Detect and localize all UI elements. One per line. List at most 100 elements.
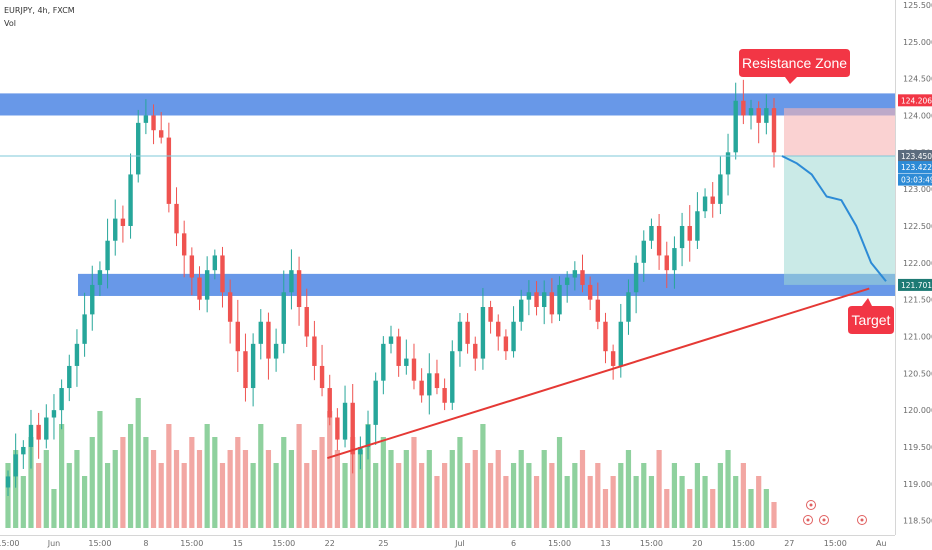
price-label: 121.701 (901, 281, 932, 290)
volume-bar (633, 476, 639, 528)
candle-body (319, 365, 325, 389)
candle-body (710, 196, 715, 204)
candle-body (519, 299, 524, 322)
candle-body (358, 446, 363, 455)
volume-bar (43, 450, 49, 528)
candle-body (113, 218, 118, 241)
candle-body (549, 292, 555, 315)
candle-body (557, 284, 562, 315)
volume-bar (503, 476, 509, 528)
candle-body (335, 417, 340, 440)
volume-bar (112, 450, 118, 528)
price-label-box (898, 94, 932, 107)
price-label: 123.450 (901, 152, 932, 161)
y-tick-label: 123.000 (903, 185, 932, 194)
candle-body (82, 314, 87, 344)
candle-body (741, 100, 746, 116)
x-tick-label: 15 (233, 539, 243, 548)
volume-bar (419, 463, 425, 528)
candle-body (488, 307, 493, 322)
candle-body (51, 410, 57, 418)
candle-body (21, 446, 26, 455)
candle-body (120, 218, 126, 226)
position-layer (784, 108, 895, 285)
volume-bar (127, 424, 134, 528)
volume-bar (158, 463, 164, 528)
volume-bar (687, 489, 693, 528)
price-label-box (898, 161, 932, 174)
volume-bar (173, 450, 180, 528)
candle-body (174, 203, 179, 234)
candle-body (587, 284, 593, 300)
volume-bar (595, 463, 601, 528)
candle-body (281, 292, 286, 344)
candle-body (702, 196, 708, 212)
volume-bar (625, 450, 632, 528)
volume-bar (656, 450, 662, 528)
candle-body (44, 417, 49, 440)
volume-bar (771, 502, 777, 528)
candle-body (656, 225, 662, 256)
volume-bar (457, 437, 463, 528)
volume-bar (572, 463, 578, 528)
resistance-callout-text: Resistance Zone (742, 55, 847, 71)
volume-bar (227, 450, 233, 528)
candle-body (771, 108, 777, 153)
volume-bar (487, 463, 494, 528)
volume-bar (426, 450, 432, 528)
volume-bar (319, 437, 325, 528)
candle-body (166, 137, 172, 204)
x-tick-label: 20 (692, 539, 702, 548)
volume-bar (465, 463, 471, 528)
candle-body (67, 365, 72, 389)
volume-bar (403, 450, 409, 528)
candle-body (626, 292, 631, 322)
candle-body (266, 321, 271, 359)
volume-bar (564, 476, 570, 528)
volume-bar (258, 424, 264, 528)
x-tick-label: 27 (784, 539, 794, 548)
x-tick-label: Au (876, 539, 887, 548)
candle-body (542, 292, 547, 308)
volume-layer (5, 398, 777, 528)
volume-label: Vol (4, 19, 16, 28)
x-axis: 15:00 Jun 15:00 8 15:00 15 15:00 22 25 Jul 6 15:00 1… (0, 535, 895, 548)
volume-bar (166, 424, 172, 528)
candle-body (159, 130, 164, 138)
candle-body (526, 292, 532, 300)
candle-body (273, 343, 279, 359)
x-tick-label: 15:00 (88, 539, 111, 548)
candle-body (5, 476, 11, 488)
volume-bar (579, 450, 586, 528)
volume-bar (334, 450, 340, 528)
y-tick-label: 121.500 (903, 296, 932, 305)
y-tick-label: 122.000 (903, 259, 932, 268)
lines-layer (0, 155, 895, 459)
x-tick-label: 22 (325, 539, 335, 548)
x-tick-label: 15:00 (548, 539, 571, 548)
rising-trendline (327, 287, 870, 459)
candle-body (534, 292, 539, 308)
candle-body (105, 240, 110, 271)
candle-body (396, 336, 401, 366)
x-tick-label: 15:00 (824, 539, 847, 548)
price-label-box (898, 150, 932, 163)
volume-bar (480, 424, 486, 528)
volume-bar (189, 437, 195, 528)
volume-bar (679, 476, 685, 528)
candles-layer (5, 79, 777, 497)
volume-bar (350, 437, 356, 528)
x-tick-label: Jul (454, 539, 465, 548)
volume-bar (756, 476, 762, 528)
candle-body (59, 388, 64, 411)
target-callout: Target (848, 298, 894, 334)
candle-body (503, 336, 509, 352)
candle-body (365, 424, 371, 447)
y-tick-label: 125.500 (903, 1, 932, 10)
volume-bar (442, 463, 448, 528)
volume-bar (533, 476, 540, 528)
price-label: 124.206 (901, 96, 932, 105)
y-tick-label: 120.000 (903, 406, 932, 415)
candle-body (404, 358, 409, 366)
